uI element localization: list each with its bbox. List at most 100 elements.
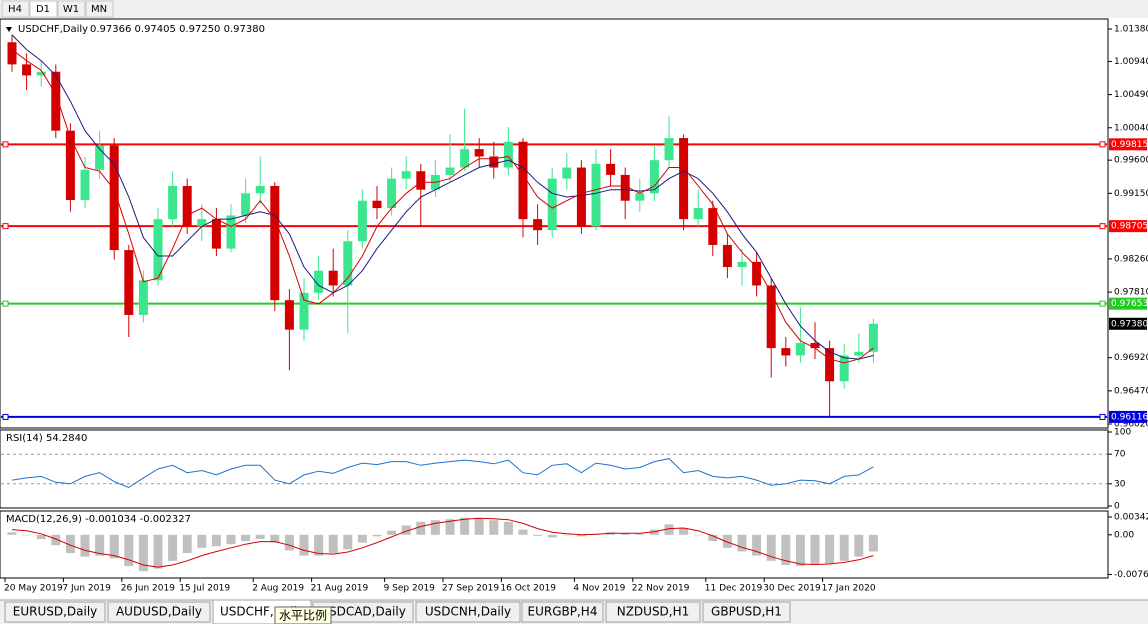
macd-bar <box>839 534 849 561</box>
macd-bar <box>722 534 732 548</box>
level-label: 0.99815 <box>1111 140 1148 150</box>
level-handle[interactable] <box>2 223 9 230</box>
tab[interactable] <box>521 601 604 623</box>
y-tick-label: 100 <box>1114 428 1131 438</box>
x-tick-label: 9 Sep 2019 <box>384 584 436 594</box>
tab-label[interactable]: EURUSD,Daily <box>13 605 98 619</box>
timeframe-button[interactable] <box>1 0 30 18</box>
tab-label[interactable]: AUDUSD,Daily <box>116 605 202 619</box>
y-tick-label: 1.00940 <box>1114 57 1148 67</box>
x-tick-label: 20 May 2019 <box>4 584 63 594</box>
candle-body <box>664 138 674 161</box>
timeframe-label[interactable]: W1 <box>63 4 79 15</box>
y-tick-label: 0.99600 <box>1114 156 1148 166</box>
tab-label[interactable]: EURGBP,H4 <box>528 605 598 619</box>
macd-bar <box>620 533 630 535</box>
ma-slow-line <box>11 34 874 360</box>
candle-body <box>752 261 762 286</box>
menu-arrow[interactable] <box>6 27 12 32</box>
tab[interactable] <box>415 601 521 623</box>
y-tick-label: 70 <box>1114 450 1126 460</box>
timeframe-label[interactable]: D1 <box>36 4 50 15</box>
y-tick-label: 0.003428 <box>1114 512 1148 522</box>
level-handle[interactable] <box>2 300 9 307</box>
level-handle[interactable] <box>1099 300 1106 307</box>
x-tick-label: 7 Jun 2019 <box>62 584 111 594</box>
timeframe-label[interactable]: MN <box>91 4 107 15</box>
tab[interactable] <box>605 601 701 623</box>
candle-body <box>138 280 148 315</box>
macd-title: MACD(12,26,9) -0.001034 -0.002327 <box>6 514 191 525</box>
level-handle[interactable] <box>1099 223 1106 230</box>
y-tick-label: 0.96470 <box>1114 386 1148 396</box>
candle-body <box>503 141 513 168</box>
tab[interactable] <box>107 601 211 623</box>
macd-bar <box>752 534 762 556</box>
level-handle[interactable] <box>2 413 9 420</box>
candle-body <box>416 171 426 190</box>
macd-bar <box>197 534 207 548</box>
candle-body <box>7 42 17 65</box>
macd-bar <box>518 529 528 535</box>
candle-body <box>489 156 499 168</box>
timeframe-button[interactable] <box>57 0 86 18</box>
candle-body <box>868 323 878 352</box>
candle-body <box>708 208 718 245</box>
candle-body <box>36 71 46 76</box>
candle-body <box>649 160 659 194</box>
last-price-label: 0.97380 <box>1111 319 1148 329</box>
tab-label[interactable]: NZDUSD,H1 <box>617 605 690 619</box>
x-tick-label: 17 Jan 2020 <box>822 584 876 594</box>
candle-body <box>270 185 280 301</box>
macd-bar <box>533 534 543 536</box>
macd-bar <box>489 520 499 535</box>
x-tick-label: 16 Oct 2019 <box>500 584 556 594</box>
level-handle[interactable] <box>1099 413 1106 420</box>
rsi-title: RSI(14) 54.2840 <box>6 433 87 444</box>
macd-bar <box>168 534 178 561</box>
chart-title: USDCHF,Daily <box>18 24 88 35</box>
candle-body <box>591 163 601 227</box>
macd-bar <box>22 534 32 536</box>
macd-bar <box>211 534 221 547</box>
x-tick-label: 27 Sep 2019 <box>442 584 499 594</box>
macd-bar <box>562 534 572 536</box>
y-tick-label: 0.98260 <box>1114 254 1148 264</box>
rsi-panel <box>0 429 1109 509</box>
y-tick-label: 0.96020 <box>1114 420 1148 430</box>
candle-body <box>474 149 484 157</box>
x-tick-label: 26 Jun 2019 <box>121 584 175 594</box>
tab[interactable] <box>702 601 791 623</box>
macd-bar <box>153 534 163 569</box>
macd-bar <box>80 534 90 557</box>
candle-body <box>766 285 776 349</box>
level-handle[interactable] <box>1099 141 1106 148</box>
y-tick-label: 0.96920 <box>1114 353 1148 363</box>
candle-body <box>197 219 207 227</box>
macd-bar <box>241 534 251 542</box>
candle-body <box>255 185 265 194</box>
candle-body <box>168 185 178 220</box>
timeframe-label[interactable]: H4 <box>8 4 22 15</box>
candle-body <box>825 348 835 382</box>
candle-body <box>620 174 630 201</box>
timeframe-button[interactable] <box>29 0 58 18</box>
macd-bar <box>649 529 659 535</box>
level-handle[interactable] <box>2 141 9 148</box>
tab-label[interactable]: GBPUSD,H1 <box>711 605 782 619</box>
candle-body <box>51 71 61 131</box>
candle-body <box>124 250 134 315</box>
tooltip-box <box>274 606 332 624</box>
ma-fast-line <box>11 49 874 364</box>
candle-body <box>314 270 324 293</box>
y-tick-label: 1.00490 <box>1114 90 1148 100</box>
timeframe-button[interactable] <box>85 0 114 18</box>
tab-label[interactable]: USDCNH,Daily <box>425 605 511 619</box>
y-tick-label: 1.01380 <box>1114 25 1148 35</box>
tab-label[interactable]: USDCAD,Daily <box>320 605 406 619</box>
tab[interactable] <box>4 601 106 623</box>
macd-panel <box>0 510 1109 579</box>
macd-bar <box>36 534 46 539</box>
macd-bar <box>182 534 192 554</box>
candle-body <box>518 141 528 220</box>
